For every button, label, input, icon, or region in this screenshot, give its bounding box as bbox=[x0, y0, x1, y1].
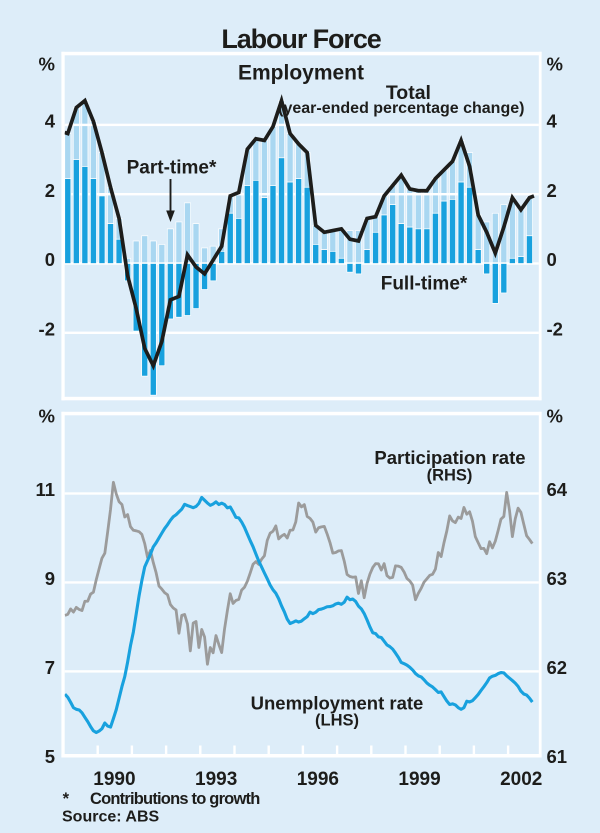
svg-text:1993: 1993 bbox=[195, 769, 237, 790]
svg-text:2002: 2002 bbox=[500, 769, 542, 790]
svg-text:64: 64 bbox=[547, 479, 568, 500]
svg-text:1996: 1996 bbox=[297, 769, 339, 790]
svg-text:4: 4 bbox=[45, 111, 56, 132]
svg-text:%: % bbox=[547, 406, 563, 427]
svg-text:*: * bbox=[63, 790, 70, 808]
svg-text:1999: 1999 bbox=[398, 769, 440, 790]
svg-text:61: 61 bbox=[547, 746, 568, 767]
svg-text:4: 4 bbox=[547, 111, 558, 132]
svg-text:11: 11 bbox=[35, 479, 55, 500]
svg-text:2: 2 bbox=[547, 180, 557, 201]
svg-text:Unemployment rate: Unemployment rate bbox=[251, 693, 424, 714]
svg-text:0: 0 bbox=[547, 249, 557, 270]
svg-text:5: 5 bbox=[45, 746, 55, 767]
svg-text:2: 2 bbox=[45, 180, 55, 201]
svg-text:(RHS): (RHS) bbox=[427, 467, 473, 485]
svg-text:9: 9 bbox=[45, 568, 55, 589]
svg-text:Part-time*: Part-time* bbox=[127, 158, 217, 179]
svg-text:%: % bbox=[547, 54, 563, 75]
svg-text:%: % bbox=[39, 54, 55, 75]
svg-text:-2: -2 bbox=[39, 318, 55, 339]
svg-text:Total: Total bbox=[386, 82, 431, 104]
svg-text:0: 0 bbox=[45, 249, 55, 270]
svg-text:Contributions to growth: Contributions to growth bbox=[90, 790, 260, 808]
svg-text:-2: -2 bbox=[547, 318, 563, 339]
svg-text:%: % bbox=[39, 406, 55, 427]
svg-text:63: 63 bbox=[547, 568, 568, 589]
svg-text:(LHS): (LHS) bbox=[315, 712, 359, 730]
svg-text:1990: 1990 bbox=[93, 769, 135, 790]
svg-text:Employment: Employment bbox=[238, 61, 364, 84]
svg-text:Source: ABS: Source: ABS bbox=[62, 809, 160, 826]
svg-text:62: 62 bbox=[547, 657, 568, 678]
svg-text:(year-ended percentage change): (year-ended percentage change) bbox=[278, 100, 524, 117]
svg-text:7: 7 bbox=[45, 657, 55, 678]
svg-text:Labour Force: Labour Force bbox=[221, 24, 381, 54]
svg-text:Participation rate: Participation rate bbox=[374, 447, 525, 468]
svg-text:Full-time*: Full-time* bbox=[381, 273, 468, 294]
